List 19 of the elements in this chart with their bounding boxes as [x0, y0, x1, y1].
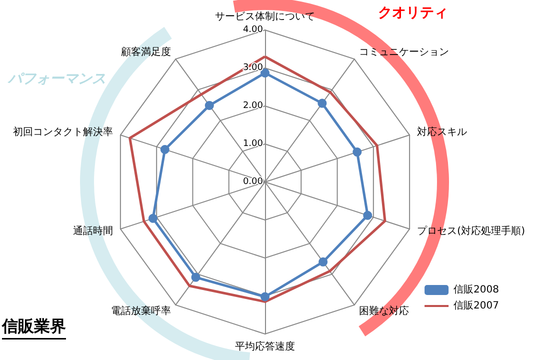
spoke-label: 困難な対応 [359, 304, 410, 317]
spoke-label: 通話時間 [72, 224, 113, 237]
text: クオリティ [378, 5, 448, 21]
spoke-label: 顧客満足度 [120, 46, 171, 58]
spoke-label: サービス体制について [215, 10, 315, 22]
spoke-label: コミュニケーション [359, 47, 450, 58]
spoke-label: 初回コンタクト解決率 [12, 126, 113, 138]
spoke-label: プロセス(対応処理手順) [417, 224, 526, 237]
y-tick-label: 1.00 [242, 139, 264, 149]
legend-label: 信販2008 [454, 284, 500, 296]
spoke-label: 対応スキル [417, 126, 468, 138]
legend-label: 信販2007 [454, 300, 500, 312]
y-tick-label: 0.00 [242, 177, 264, 187]
spoke-label: 電話放棄呼率 [110, 304, 171, 317]
spoke-label: 平均応答速度 [235, 340, 295, 352]
y-tick-label: 2.00 [242, 101, 264, 111]
text: 信販業界 [1, 316, 66, 336]
text: パフォーマンス [7, 71, 106, 87]
y-tick-label: 4.00 [242, 25, 264, 35]
